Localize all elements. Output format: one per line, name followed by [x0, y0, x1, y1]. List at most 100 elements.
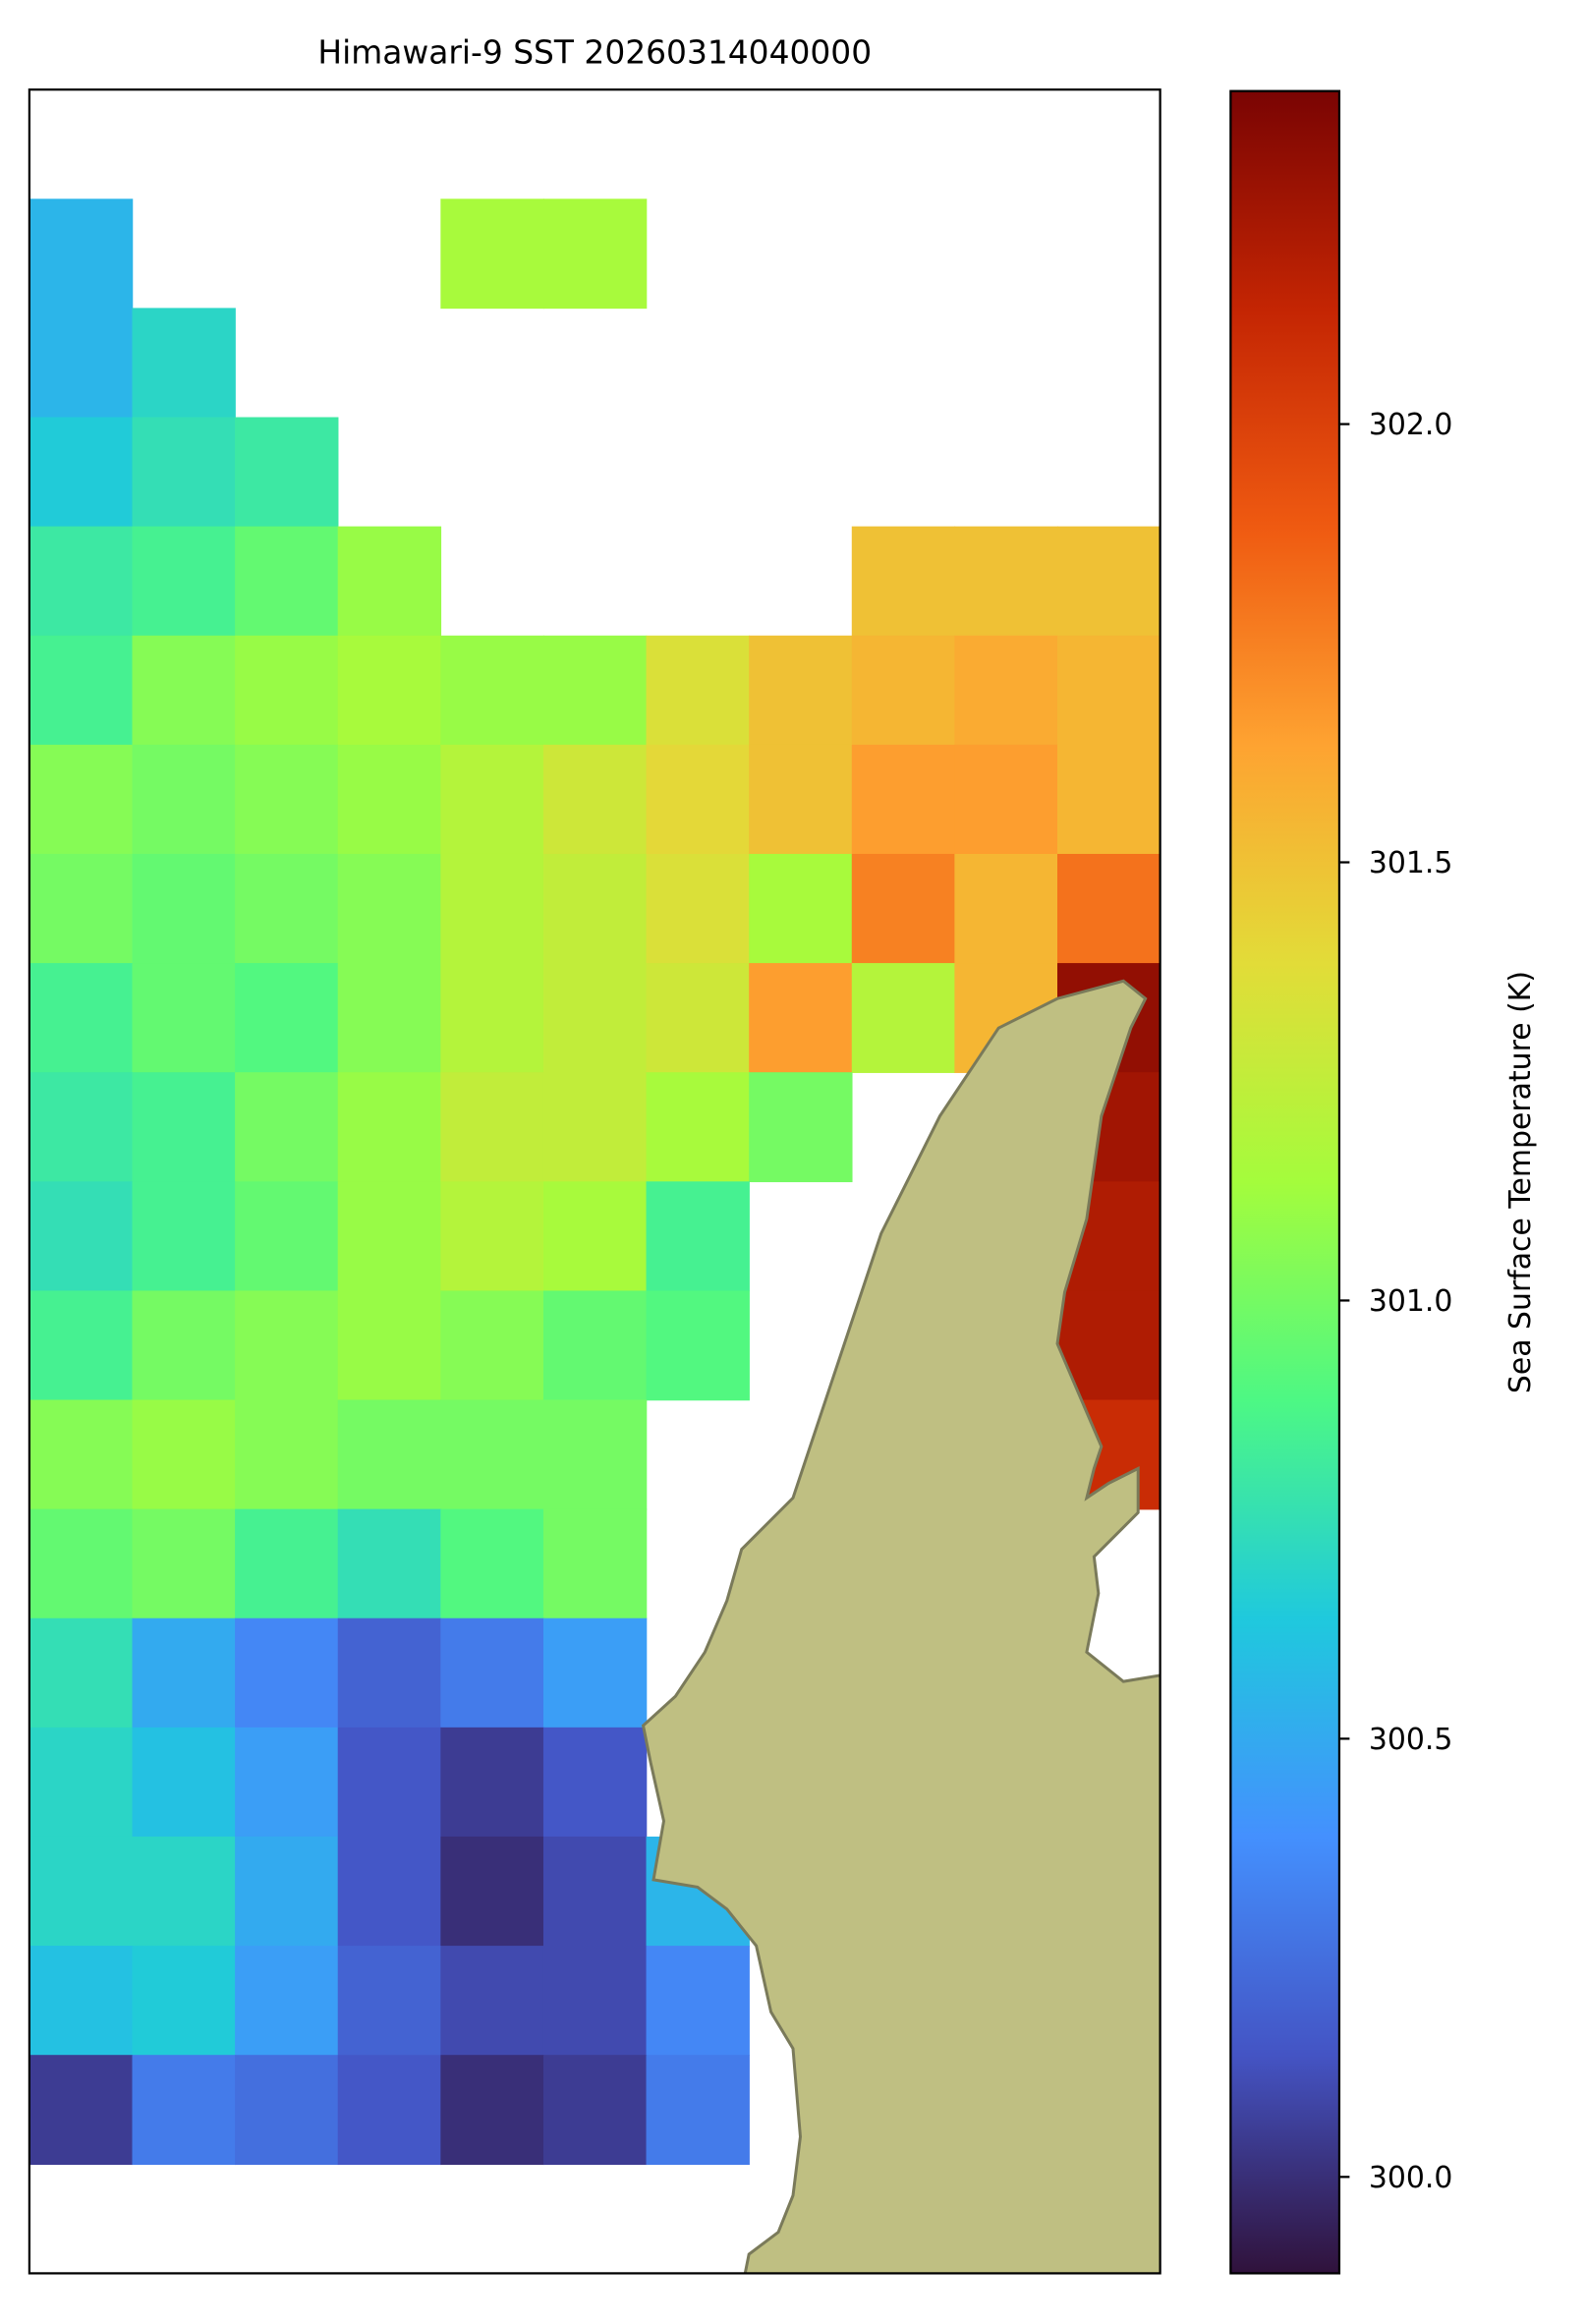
cell — [749, 1072, 853, 1183]
cell — [337, 744, 442, 855]
cell — [1057, 744, 1161, 855]
cell — [851, 963, 956, 1073]
cell — [1057, 635, 1161, 746]
cell — [440, 635, 544, 746]
cell — [542, 1946, 648, 2056]
cell — [235, 1072, 339, 1183]
cell — [646, 963, 750, 1073]
cell — [954, 526, 1058, 637]
cell — [440, 853, 544, 964]
cell — [646, 1072, 750, 1183]
cell — [132, 1617, 236, 1729]
cell — [28, 1290, 134, 1401]
cell — [28, 1946, 134, 2056]
cell — [235, 526, 339, 637]
cell — [28, 1836, 134, 1947]
cell — [542, 1836, 648, 1947]
cell — [954, 853, 1058, 964]
cell — [28, 853, 134, 964]
cell — [440, 2055, 544, 2166]
cell — [440, 1399, 544, 1510]
cell — [851, 744, 956, 855]
cell — [542, 1727, 648, 1838]
colorbar-tick-label: 302.0 — [1369, 408, 1453, 442]
cell — [28, 526, 134, 637]
cell — [337, 1727, 442, 1838]
cell — [132, 1290, 236, 1401]
cell — [440, 1946, 544, 2056]
cell — [542, 198, 648, 310]
cell — [132, 1399, 236, 1510]
cell — [337, 1290, 442, 1401]
cell — [749, 963, 853, 1073]
chart-title: Himawari-9 SST 20260314040000 — [317, 32, 872, 71]
colorbar-tick-label: 300.5 — [1369, 1723, 1453, 1757]
cell — [235, 2055, 339, 2166]
colorbar-label: Sea Surface Temperature (K) — [1503, 971, 1538, 1393]
cell — [851, 635, 956, 746]
cell — [646, 1290, 750, 1401]
cell — [337, 963, 442, 1073]
cell — [954, 635, 1058, 746]
cell — [235, 1181, 339, 1292]
cell — [28, 1181, 134, 1292]
cell — [542, 853, 648, 964]
cell — [235, 1727, 339, 1838]
cell — [542, 2055, 648, 2166]
cell — [440, 1290, 544, 1401]
cell — [28, 744, 134, 855]
cell — [440, 1508, 544, 1619]
cell — [646, 635, 750, 746]
colorbar-tick-label: 301.5 — [1369, 846, 1453, 880]
cell — [132, 1508, 236, 1619]
cell — [28, 1727, 134, 1838]
cell — [749, 853, 853, 964]
heatmap — [28, 198, 1161, 2166]
cell — [646, 744, 750, 855]
cell — [132, 526, 236, 637]
cell — [235, 635, 339, 746]
cell — [440, 1836, 544, 1947]
cell — [542, 744, 648, 855]
colorbar-tick-label: 301.0 — [1369, 1284, 1453, 1319]
cell — [440, 1727, 544, 1838]
cell — [542, 963, 648, 1073]
cell — [132, 744, 236, 855]
cell — [851, 526, 956, 637]
cell — [440, 744, 544, 855]
cell — [646, 2055, 750, 2166]
cell — [542, 635, 648, 746]
cell — [235, 1836, 339, 1947]
cell — [337, 1836, 442, 1947]
cell — [235, 853, 339, 964]
cell — [28, 1508, 134, 1619]
cell — [28, 417, 134, 528]
cell — [542, 1290, 648, 1401]
cell — [954, 744, 1058, 855]
cell — [235, 963, 339, 1073]
cell — [337, 635, 442, 746]
cell — [1057, 526, 1161, 637]
cell — [851, 853, 956, 964]
cell — [132, 2055, 236, 2166]
cell — [440, 1181, 544, 1292]
cell — [1057, 853, 1161, 964]
cell — [235, 1508, 339, 1619]
cell — [28, 1617, 134, 1729]
cell — [28, 308, 134, 419]
cell — [337, 853, 442, 964]
cell — [440, 963, 544, 1073]
cell — [132, 1181, 236, 1292]
cell — [132, 963, 236, 1073]
cell — [132, 308, 236, 419]
cell — [28, 198, 134, 310]
cell — [132, 853, 236, 964]
cell — [542, 1399, 648, 1510]
cell — [235, 1617, 339, 1729]
cell — [132, 1946, 236, 2056]
colorbar-tick-label: 300.0 — [1369, 2161, 1453, 2195]
cell — [337, 1399, 442, 1510]
cell — [337, 1508, 442, 1619]
